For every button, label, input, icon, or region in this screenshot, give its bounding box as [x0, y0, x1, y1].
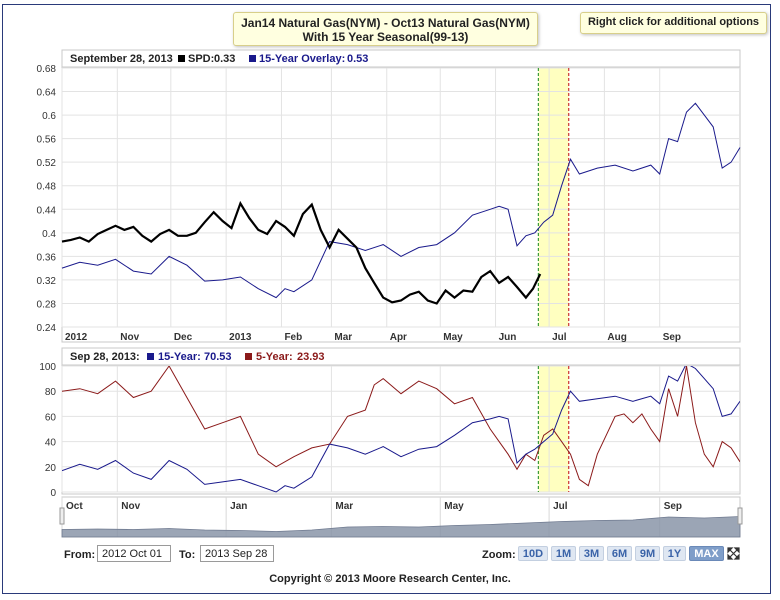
chart-subtitle: With 15 Year Seasonal(99-13)	[302, 30, 469, 44]
controls-bar: From: To: Zoom: 10D 1M 3M 6M 9M 1Y MAX	[0, 542, 780, 568]
fullscreen-icon[interactable]	[727, 547, 740, 560]
navigator-x-tick-label: Oct	[66, 501, 83, 512]
navigator-panel[interactable]: Oct Nov Jan Mar May Jul Sep	[59, 496, 743, 538]
navigator-x-tick-label: May	[444, 501, 464, 512]
from-date-input[interactable]	[97, 545, 171, 562]
zoom-1y-button[interactable]: 1Y	[663, 546, 686, 561]
options-button[interactable]: Right click for additional options	[580, 12, 767, 34]
chart-title-box: Jan14 Natural Gas(NYM) - Oct13 Natural G…	[233, 12, 538, 46]
zoom-3m-button[interactable]: 3M	[579, 546, 604, 561]
navigator-x-tick-label: Jan	[230, 501, 247, 512]
chart-title: Jan14 Natural Gas(NYM) - Oct13 Natural G…	[241, 16, 530, 30]
zoom-1m-button[interactable]: 1M	[551, 546, 576, 561]
navigator-x-tick-label: Sep	[664, 501, 682, 512]
copyright-text: Copyright © 2013 Moore Research Center, …	[269, 573, 511, 585]
zoom-label: Zoom:	[482, 549, 516, 561]
navigator-x-tick-label: Nov	[121, 501, 140, 512]
navigator-handle-left[interactable]	[59, 507, 65, 525]
navigator-x-tick-label: Mar	[335, 501, 353, 512]
navigator-handle-right[interactable]	[737, 507, 743, 525]
zoom-10d-button[interactable]: 10D	[518, 546, 548, 561]
zoom-9m-button[interactable]: 9M	[635, 546, 660, 561]
navigator-x-tick-label: Jul	[553, 501, 568, 512]
from-label: From:	[64, 549, 96, 561]
navigator-area	[61, 516, 741, 538]
zoom-6m-button[interactable]: 6M	[607, 546, 632, 561]
to-date-input[interactable]	[200, 545, 274, 562]
zoom-max-button[interactable]: MAX	[689, 546, 724, 561]
to-label: To:	[179, 549, 196, 561]
